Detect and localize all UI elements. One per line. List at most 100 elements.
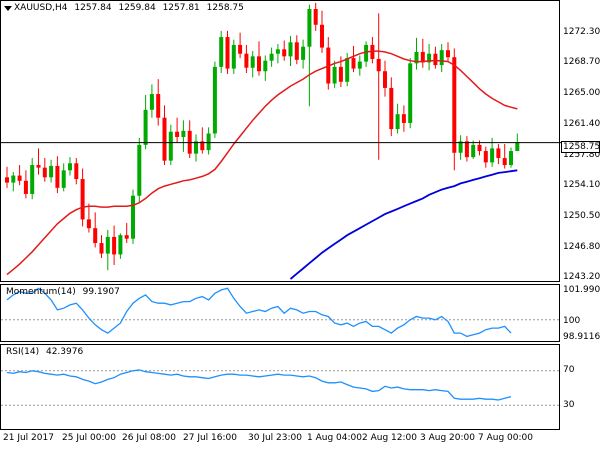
candle-body: [231, 44, 236, 69]
time-tick: 27 Jul 16:00: [183, 433, 237, 443]
current-price-label: 1258.75: [561, 141, 600, 153]
candle-body: [257, 56, 261, 72]
candle-body: [313, 9, 318, 25]
candle-body: [471, 144, 476, 158]
symbol-low: 1257.81: [162, 3, 200, 13]
price-tick: 1250.50: [563, 211, 600, 221]
candle-body: [74, 163, 79, 180]
candle-body: [61, 170, 66, 188]
rsi-pane[interactable]: RSI(14) 42.3976: [0, 344, 561, 431]
candle-body: [515, 142, 520, 152]
rsi-name: RSI(14): [6, 347, 40, 357]
candle-body: [149, 94, 154, 110]
candle-body: [219, 37, 224, 67]
price-chart-pane[interactable]: XAUUSD,H4 1257.84 1259.84 1257.81 1258.7…: [0, 0, 561, 283]
candle-body: [42, 167, 47, 178]
momentum-line: [6, 287, 512, 338]
candle-body: [137, 144, 142, 196]
candle-body: [17, 175, 22, 181]
sma-fast-line: [6, 50, 518, 276]
price-tick: 1243.20: [563, 272, 600, 282]
candle-body: [483, 151, 488, 163]
symbol-name: XAUUSD,H4: [14, 3, 68, 13]
price-tick: 1261.40: [563, 119, 600, 129]
momentum-axis: 101.9909 100 98.9116: [561, 284, 600, 342]
rsi-tick: 70: [563, 365, 575, 375]
candle-body: [376, 58, 381, 72]
momentum-tick: 100: [563, 316, 581, 326]
candle-body: [124, 235, 129, 239]
price-tick: 1265.00: [563, 88, 600, 98]
candle-body: [200, 141, 205, 151]
candle-body: [320, 24, 324, 48]
time-tick: 1 Aug 04:00: [307, 433, 362, 443]
candle-body: [509, 151, 513, 166]
candle-body: [36, 165, 41, 168]
price-tick: 1254.10: [563, 180, 600, 190]
candle-body: [433, 53, 438, 66]
time-axis: 21 Jul 2017 25 Jul 00:00 26 Jul 08:00 27…: [0, 432, 560, 450]
price-tick: 1246.80: [563, 242, 600, 252]
candle-body: [263, 60, 268, 72]
candle-body: [301, 46, 306, 60]
momentum-name: Momentum(14): [6, 287, 76, 297]
candle-body: [383, 71, 387, 88]
rsi-chart[interactable]: [1, 345, 561, 431]
time-tick: 30 Jul 23:00: [248, 433, 302, 443]
time-tick: 26 Jul 08:00: [122, 433, 176, 443]
rsi-axis: 70 30: [561, 344, 600, 430]
candle-body: [175, 131, 180, 137]
candle-body: [118, 235, 123, 255]
candle-body: [307, 9, 312, 47]
candle-body: [351, 58, 356, 69]
candle-body: [194, 141, 198, 154]
candle-body: [439, 50, 444, 66]
candle-body: [86, 219, 91, 229]
symbol-info: XAUUSD,H4 1257.84 1259.84 1257.81 1258.7…: [14, 3, 248, 13]
candle-body: [105, 236, 110, 254]
candle-body: [156, 94, 161, 118]
price-tick: 1268.70: [563, 57, 600, 67]
price-tick: 1257.80: [563, 150, 600, 160]
candle-body: [30, 165, 35, 194]
symbol-high: 1259.84: [118, 3, 156, 13]
candle-body: [143, 109, 148, 145]
candle-body: [55, 165, 60, 188]
symbol-dropdown-icon[interactable]: [4, 6, 12, 11]
candlestick-chart[interactable]: [1, 1, 561, 283]
candle-body: [238, 44, 243, 54]
candle-body: [294, 42, 299, 60]
candle-body: [68, 163, 72, 171]
symbol-open: 1257.84: [74, 3, 112, 13]
rsi-label: RSI(14) 42.3976: [6, 347, 87, 357]
symbol-close: 1258.75: [206, 3, 244, 13]
candle-body: [244, 53, 249, 68]
price-axis: 1272.30 1268.70 1265.00 1261.40 1257.80 …: [561, 0, 600, 282]
candle-body: [93, 228, 98, 244]
time-tick: 3 Aug 20:00: [420, 433, 475, 443]
candle-body: [5, 177, 9, 183]
momentum-tick: 101.9909: [563, 285, 600, 295]
candle-body: [452, 57, 457, 153]
candle-body: [458, 141, 463, 153]
candle-body: [11, 175, 16, 183]
candle-body: [269, 53, 274, 61]
momentum-label: Momentum(14) 99.1907: [6, 287, 124, 297]
momentum-chart[interactable]: [1, 285, 561, 343]
rsi-value: 42.3976: [45, 347, 84, 357]
candle-body: [370, 44, 375, 59]
momentum-tick: 98.9116: [563, 332, 600, 342]
candle-body: [288, 42, 293, 57]
candle-body: [496, 148, 501, 159]
candle-body: [112, 236, 117, 255]
momentum-pane[interactable]: Momentum(14) 99.1907: [0, 284, 561, 343]
candle-body: [401, 114, 406, 123]
candle-body: [395, 114, 400, 130]
rsi-tick: 30: [563, 400, 575, 410]
candle-body: [427, 53, 432, 63]
momentum-value: 99.1907: [82, 287, 120, 297]
candle-body: [364, 44, 369, 62]
candle-body: [181, 130, 186, 137]
candle-body: [99, 243, 104, 254]
candle-body: [225, 37, 230, 69]
